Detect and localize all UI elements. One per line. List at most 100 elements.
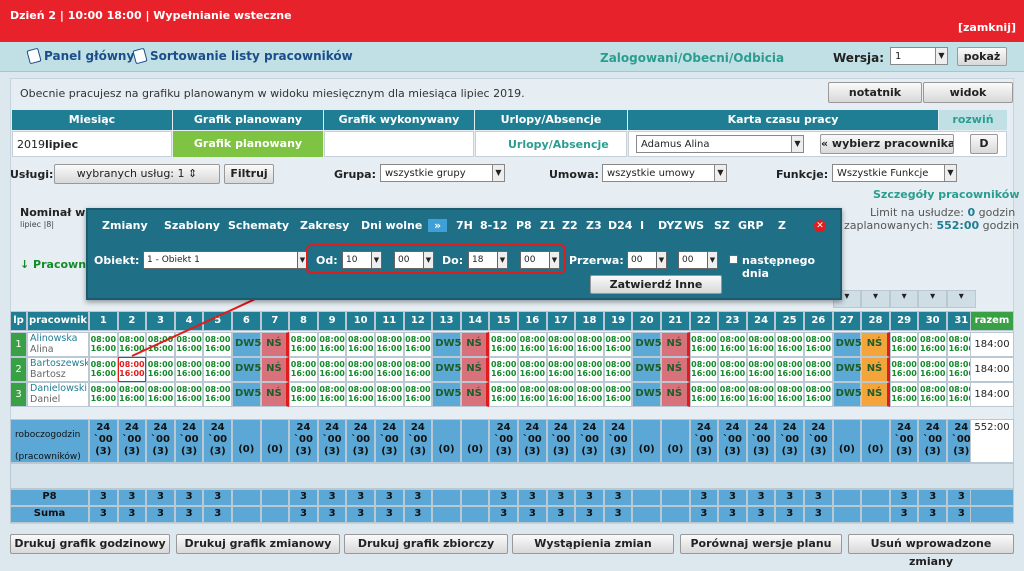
funkcje-select[interactable]: Wszystkie Funkcje ▼ <box>832 164 957 182</box>
shift-cell[interactable]: 08:00 16:00 <box>718 357 747 382</box>
od-hour-select[interactable]: 10 ▼ <box>342 251 382 269</box>
rozwin-button[interactable]: rozwiń <box>939 110 1007 130</box>
popup-tab-18[interactable]: Z <box>778 219 786 232</box>
filtruj-button[interactable]: Filtruj <box>224 164 274 184</box>
d-button[interactable]: D <box>970 134 998 154</box>
grupa-select[interactable]: wszystkie grupy ▼ <box>380 164 505 182</box>
dw5-cell[interactable]: DW5 <box>832 357 862 382</box>
popup-tab-16[interactable]: SZ <box>714 219 730 232</box>
shift-cell[interactable]: 08:00 16:00 <box>603 332 633 357</box>
shift-cell[interactable]: 08:00 16:00 <box>575 382 604 407</box>
dw5-cell[interactable]: DW5 <box>432 332 461 357</box>
shift-cell[interactable]: 08:00 16:00 <box>317 332 347 357</box>
bottom-button-3[interactable]: Wystąpienia zmian <box>512 534 674 554</box>
shift-cell[interactable]: 08:00 16:00 <box>146 382 175 407</box>
shift-cell[interactable]: 08:00 16:00 <box>546 382 576 407</box>
shift-cell[interactable]: 08:00 16:00 <box>603 357 633 382</box>
shift-cell[interactable]: 08:00 16:00 <box>403 357 433 382</box>
pracownicy-toggle[interactable]: ↓ Pracowni <box>20 258 90 271</box>
shift-cell[interactable]: 08:00 16:00 <box>546 332 576 357</box>
dw5-cell[interactable]: DW5 <box>832 332 862 357</box>
popup-tab-11[interactable]: Z3 <box>586 219 602 232</box>
shift-cell[interactable]: 08:00 16:00 <box>289 332 318 357</box>
nextday-checkbox[interactable] <box>729 255 738 264</box>
dw5-cell[interactable]: DW5 <box>432 382 461 407</box>
bottom-button-2[interactable]: Drukuj grafik zbiorczy <box>344 534 508 554</box>
shift-cell[interactable]: 08:00 16:00 <box>89 332 118 357</box>
emp-name[interactable]: Alinowska Alina <box>27 332 89 357</box>
bottom-button-4[interactable]: Porównaj wersje planu <box>680 534 842 554</box>
nav-panel[interactable]: Panel główny <box>26 47 134 65</box>
shift-cell[interactable]: 08:00 16:00 <box>918 332 947 357</box>
shift-cell[interactable]: 08:00 16:00 <box>804 332 833 357</box>
shift-cell[interactable]: 08:00 16:00 <box>289 382 318 407</box>
popup-tab-5[interactable]: » <box>428 219 448 232</box>
shift-cell[interactable]: 08:00 16:00 <box>889 332 919 357</box>
shift-cell[interactable]: 08:00 16:00 <box>689 382 719 407</box>
shift-cell[interactable]: 08:00 16:00 <box>203 382 232 407</box>
shift-cell[interactable]: 08:00 16:00 <box>804 382 833 407</box>
dw5-cell[interactable]: DW5 <box>432 357 461 382</box>
shift-cell[interactable]: 08:00 16:00 <box>117 332 147 357</box>
shift-cell[interactable]: 08:00 16:00 <box>174 357 204 382</box>
dw5-cell[interactable]: DW5 <box>232 332 261 357</box>
day-menu-cell[interactable]: ▾ <box>947 290 976 308</box>
shift-cell[interactable]: 08:00 16:00 <box>746 357 776 382</box>
shift-cell[interactable]: 08:00 16:00 <box>346 382 375 407</box>
shift-cell[interactable]: 08:00 16:00 <box>375 382 404 407</box>
shift-cell[interactable]: 08:00 16:00 <box>117 357 147 382</box>
shift-cell[interactable]: 08:00 16:00 <box>918 357 947 382</box>
shift-cell[interactable]: 08:00 16:00 <box>889 357 919 382</box>
shift-cell[interactable]: 08:00 16:00 <box>918 382 947 407</box>
popup-tab-0[interactable]: Zmiany <box>102 219 148 232</box>
shift-cell[interactable]: 08:00 16:00 <box>89 382 118 407</box>
shift-cell[interactable]: 08:00 16:00 <box>746 332 776 357</box>
day-menu-cell[interactable]: ▾ <box>918 290 947 308</box>
szczegoly-link[interactable]: Szczegóły pracowników <box>873 188 1020 201</box>
do-minute-select[interactable]: 00 ▼ <box>520 251 560 269</box>
shift-cell[interactable]: 08:00 16:00 <box>89 357 118 382</box>
shift-cell[interactable]: 08:00 16:00 <box>317 357 347 382</box>
wersja-select[interactable]: 1 ▼ <box>890 47 948 65</box>
shift-cell[interactable]: 08:00 16:00 <box>346 357 375 382</box>
shift-cell[interactable]: 08:00 16:00 <box>718 332 747 357</box>
show-button[interactable]: pokaż <box>957 47 1007 66</box>
shift-cell[interactable]: 08:00 16:00 <box>718 382 747 407</box>
ns-cell[interactable]: NŚ <box>260 357 290 382</box>
ns-cell[interactable]: NŚ <box>260 382 290 407</box>
confirm-button[interactable]: Zatwierdź Inne <box>590 275 722 294</box>
shift-cell[interactable]: 08:00 16:00 <box>575 332 604 357</box>
shift-cell[interactable]: 08:00 16:00 <box>489 357 518 382</box>
close-icon[interactable]: ✕ <box>814 220 826 232</box>
shift-cell[interactable]: 08:00 16:00 <box>775 357 804 382</box>
popup-tab-2[interactable]: Schematy <box>228 219 290 232</box>
widok-button[interactable]: widok <box>923 82 1013 103</box>
notatnik-button[interactable]: notatnik <box>828 82 922 103</box>
shift-cell[interactable]: 08:00 16:00 <box>117 382 147 407</box>
popup-tab-6[interactable]: 7H <box>456 219 473 232</box>
shift-cell[interactable]: 08:00 16:00 <box>375 357 404 382</box>
shift-cell[interactable]: 08:00 16:00 <box>689 332 719 357</box>
popup-tab-8[interactable]: P8 <box>516 219 532 232</box>
employee-select[interactable]: Adamus Alina ▼ <box>636 135 804 153</box>
shift-cell[interactable]: 08:00 16:00 <box>203 357 232 382</box>
ns-cell[interactable]: NŚ <box>861 357 890 382</box>
popup-tab-4[interactable]: Dni wolne <box>361 219 423 232</box>
urlopy-link[interactable]: Urlopy/Absencje <box>508 138 609 151</box>
shift-cell[interactable]: 08:00 16:00 <box>518 382 547 407</box>
dw5-cell[interactable]: DW5 <box>632 332 662 357</box>
dw5-cell[interactable]: DW5 <box>632 382 662 407</box>
shift-cell[interactable]: 08:00 16:00 <box>489 332 518 357</box>
umowa-select[interactable]: wszystkie umowy ▼ <box>602 164 727 182</box>
do-hour-select[interactable]: 18 ▼ <box>468 251 508 269</box>
ns-cell[interactable]: NŚ <box>861 382 890 407</box>
dw5-cell[interactable]: DW5 <box>832 382 862 407</box>
popup-tab-17[interactable]: GRP <box>738 219 764 232</box>
plan-button[interactable]: Grafik planowany <box>173 131 323 157</box>
dw5-cell[interactable]: DW5 <box>232 382 261 407</box>
shift-cell[interactable]: 08:00 16:00 <box>289 357 318 382</box>
shift-cell[interactable]: 08:00 16:00 <box>403 332 433 357</box>
popup-tab-14[interactable]: DYZ <box>658 219 683 232</box>
shift-cell[interactable]: 08:00 16:00 <box>375 332 404 357</box>
shift-cell[interactable]: 08:00 16:00 <box>203 332 232 357</box>
